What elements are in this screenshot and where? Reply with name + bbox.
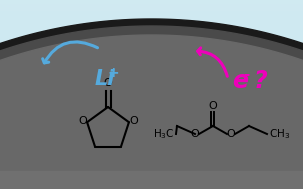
Polygon shape <box>0 35 303 189</box>
Text: CH$_3$: CH$_3$ <box>269 127 290 141</box>
Polygon shape <box>0 26 303 189</box>
Text: Li: Li <box>95 69 115 89</box>
Text: ?: ? <box>254 69 268 93</box>
Text: O: O <box>227 129 235 139</box>
Text: O: O <box>129 116 138 126</box>
Text: H$_3$C: H$_3$C <box>153 127 175 141</box>
Text: -: - <box>243 67 249 81</box>
Polygon shape <box>0 19 303 189</box>
Text: O: O <box>104 78 112 88</box>
Text: O: O <box>78 116 87 126</box>
Text: O: O <box>209 101 217 111</box>
Text: +: + <box>107 66 119 80</box>
Text: e: e <box>232 69 248 93</box>
Text: O: O <box>191 129 199 139</box>
